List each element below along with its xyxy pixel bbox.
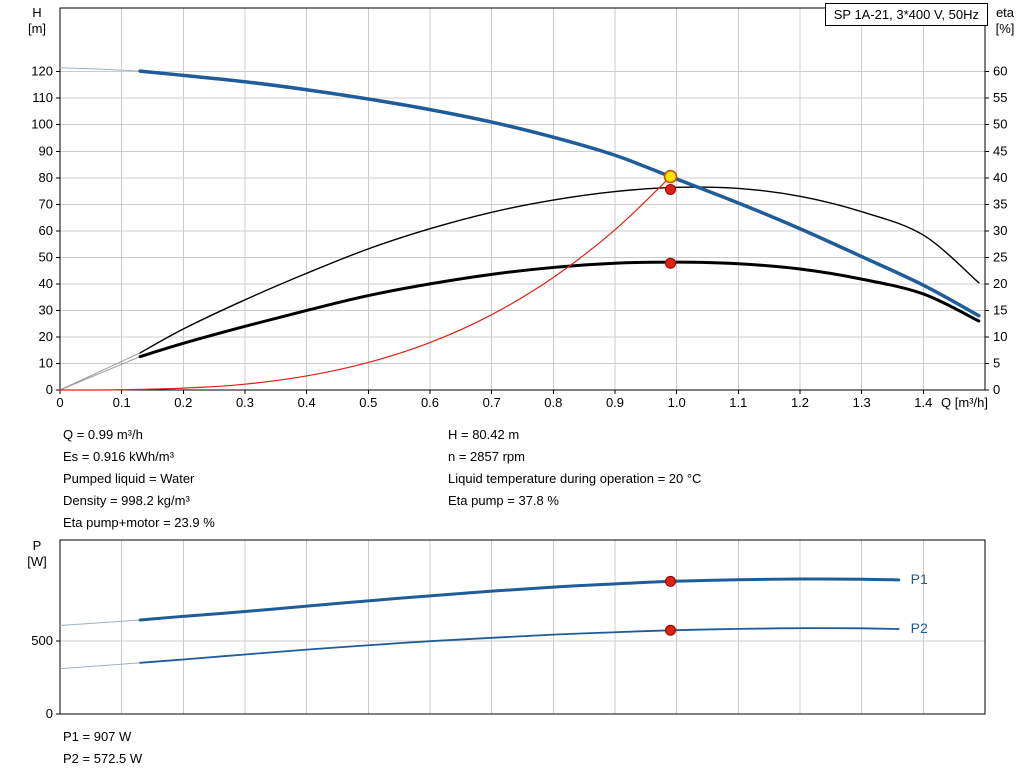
svg-text:0.5: 0.5 [359,395,377,410]
svg-text:80: 80 [39,170,53,185]
gridlines [60,540,985,714]
h-curve [138,69,981,318]
p1-curve-lead [59,619,141,627]
p2-curve [139,627,900,664]
svg-text:1.1: 1.1 [729,395,747,410]
axis-ticks [56,71,989,394]
svg-text:0.7: 0.7 [483,395,501,410]
svg-text:120: 120 [31,64,53,79]
svg-text:90: 90 [39,143,53,158]
p2-duty-marker [665,624,676,636]
p1-duty-marker [665,575,676,587]
p-axis-symbol: P [32,538,42,553]
svg-text:0: 0 [46,706,53,721]
tick-labels: 0 0.1 0.2 0.3 0.4 0.5 0.6 0.7 0.8 0.9 1.0 1.1 1.2 1.3… [31,64,1007,410]
eta-pump-motor-duty-marker [665,257,676,269]
eta-pump-motor-curve-lead [59,356,141,391]
info-liquid-temperature: Liquid temperature during operation = 20… [448,471,702,486]
info-pumped-liquid: Pumped liquid = Water [63,471,195,486]
svg-text:0.1: 0.1 [113,395,131,410]
axis-ticks [56,640,60,715]
svg-text:15: 15 [993,302,1007,317]
svg-text:60: 60 [993,64,1007,79]
eta-axis-label: eta [%] [986,5,1024,37]
eta-pump-curve-lead [59,352,141,391]
h-axis-unit: [m] [27,21,47,36]
svg-text:50: 50 [993,117,1007,132]
h-axis-symbol: H [32,5,42,20]
duty-point-marker [663,169,678,184]
svg-text:5: 5 [993,355,1000,370]
svg-text:45: 45 [993,143,1007,158]
h-axis-label: H [m] [14,5,60,37]
svg-text:0.9: 0.9 [606,395,624,410]
info-specific-energy: Es = 0.916 kWh/m³ [63,449,174,464]
svg-text:0.8: 0.8 [544,395,562,410]
svg-text:0: 0 [46,382,53,397]
svg-text:1.2: 1.2 [791,395,809,410]
pump-title-box: SP 1A-21, 3*400 V, 50Hz [824,3,988,26]
svg-text:1.4: 1.4 [914,395,932,410]
svg-text:10: 10 [39,355,53,370]
eta-axis-unit: [%] [995,21,1015,36]
svg-text:35: 35 [993,196,1007,211]
svg-text:50: 50 [39,249,53,264]
q-axis-label: Q [m³/h] [941,395,988,410]
svg-text:1.3: 1.3 [853,395,871,410]
duty-info-left: Q = 0.99 m³/h Es = 0.916 kWh/m³ Pumped l… [63,424,215,534]
p1-value: P1 = 907 W [63,729,132,744]
p1-curve [138,577,901,622]
info-density: Density = 998.2 kg/m³ [63,493,190,508]
system-curve [59,176,672,391]
power-info: P1 = 907 W P2 = 572.5 W [63,726,142,770]
svg-text:0.2: 0.2 [174,395,192,410]
svg-text:100: 100 [31,117,53,132]
svg-text:55: 55 [993,90,1007,105]
svg-text:110: 110 [32,90,53,105]
svg-text:60: 60 [39,223,53,238]
svg-text:70: 70 [39,196,53,211]
svg-text:20: 20 [39,329,53,344]
info-speed: n = 2857 rpm [448,449,525,464]
duty-info-right: H = 80.42 m n = 2857 rpm Liquid temperat… [448,424,701,512]
h-curve-lead [59,67,141,72]
info-flow: Q = 0.99 m³/h [63,427,143,442]
hq-eta-chart: 0 0.1 0.2 0.3 0.4 0.5 0.6 0.7 0.8 0.9 1.0 1.1 1.2 1.3… [31,7,1007,410]
svg-text:30: 30 [39,302,53,317]
svg-text:0.3: 0.3 [236,395,254,410]
power-chart: 0 500 P1 P2 [31,539,986,721]
p1-curve-label: P1 [911,571,928,587]
plot-border [59,7,986,391]
svg-text:0.4: 0.4 [298,395,316,410]
svg-text:25: 25 [993,249,1007,264]
svg-text:0.6: 0.6 [421,395,439,410]
info-eta-pump-motor: Eta pump+motor = 23.9 % [63,515,215,530]
svg-text:40: 40 [39,276,53,291]
eta-pump-duty-marker [665,183,676,195]
svg-text:1.0: 1.0 [668,395,686,410]
eta-pump-motor-curve [138,260,981,359]
tick-labels: 0 500 [31,633,53,721]
svg-text:20: 20 [993,276,1007,291]
eta-axis-symbol: eta [995,5,1015,20]
p-axis-label: P [W] [14,538,60,570]
svg-text:0: 0 [56,395,63,410]
svg-text:40: 40 [993,170,1007,185]
svg-text:10: 10 [993,329,1007,344]
p2-curve-lead [59,662,141,670]
p2-value: P2 = 572.5 W [63,751,143,766]
eta-pump-curve [139,186,980,354]
svg-text:30: 30 [993,223,1007,238]
svg-text:0: 0 [993,382,1000,397]
gridlines [60,8,985,390]
plot-border [59,539,986,715]
info-head: H = 80.42 m [448,427,520,442]
p2-curve-label: P2 [911,620,928,636]
info-eta-pump: Eta pump = 37.8 % [448,493,559,508]
svg-text:500: 500 [31,633,53,648]
p-axis-unit: [W] [27,554,47,569]
